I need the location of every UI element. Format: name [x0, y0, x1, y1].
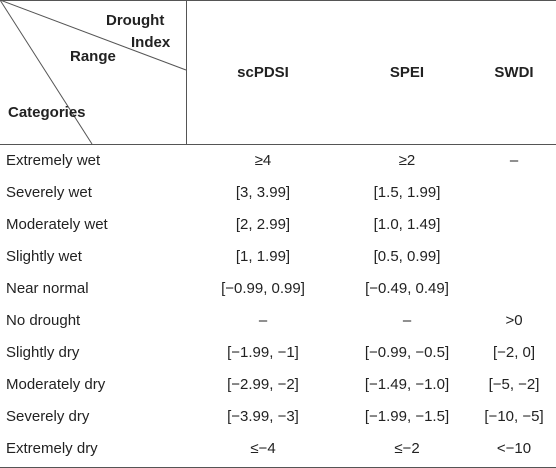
table-row: No drought – – >0	[0, 305, 556, 337]
table-row: Slightly dry [−1.99, −1] [−0.99, −0.5] […	[0, 337, 556, 369]
category-cell: Slightly dry	[6, 344, 80, 361]
category-cell: Severely wet	[6, 184, 92, 201]
scpdsi-cell: [−0.99, 0.99]	[221, 280, 305, 297]
swdi-cell: [−2, 0]	[492, 344, 536, 361]
category-cell: No drought	[6, 312, 81, 329]
spei-cell: [−0.49, 0.49]	[365, 280, 449, 297]
scpdsi-cell: ≤−4	[250, 440, 276, 457]
category-cell: Moderately wet	[6, 216, 108, 233]
table-top-rule	[0, 0, 556, 1]
category-cell: Severely dry	[6, 408, 90, 425]
header-diagonal-lines	[0, 0, 187, 145]
spei-cell: [−1.99, −1.5]	[364, 408, 450, 425]
category-cell: Extremely wet	[6, 152, 101, 169]
header-bottom-rule	[0, 144, 556, 145]
spei-cell: [0.5, 0.99]	[373, 248, 441, 265]
swdi-cell: [−5, −2]	[488, 376, 540, 393]
scpdsi-cell: [−3.99, −3]	[227, 408, 299, 425]
table-row: Slightly wet [1, 1.99] [0.5, 0.99]	[0, 241, 556, 273]
corner-label-index: Index	[131, 34, 171, 51]
corner-label-range: Range	[70, 48, 116, 65]
scpdsi-cell: [−2.99, −2]	[227, 376, 299, 393]
scpdsi-cell: ≥4	[254, 152, 272, 169]
scpdsi-cell: –	[258, 312, 268, 329]
column-header-swdi: SWDI	[494, 64, 534, 81]
spei-cell: [−0.99, −0.5]	[364, 344, 450, 361]
scpdsi-cell: [3, 3.99]	[235, 184, 291, 201]
swdi-cell: >0	[505, 312, 523, 329]
category-cell: Extremely dry	[6, 440, 98, 457]
table-row: Severely dry [−3.99, −3] [−1.99, −1.5] […	[0, 401, 556, 433]
header-column-divider	[186, 0, 187, 144]
table-row: Moderately wet [2, 2.99] [1.0, 1.49]	[0, 209, 556, 241]
spei-cell: [1.0, 1.49]	[373, 216, 441, 233]
table-row: Extremely dry ≤−4 ≤−2 <−10	[0, 433, 556, 465]
spei-cell: [−1.49, −1.0]	[364, 376, 450, 393]
corner-label-categories: Categories	[8, 104, 86, 121]
corner-label-drought: Drought	[106, 12, 165, 29]
spei-cell: ≤−2	[394, 440, 420, 457]
scpdsi-cell: [−1.99, −1]	[227, 344, 299, 361]
scpdsi-cell: [1, 1.99]	[235, 248, 291, 265]
category-cell: Near normal	[6, 280, 89, 297]
swdi-cell: <−10	[496, 440, 532, 457]
table-row: Severely wet [3, 3.99] [1.5, 1.99]	[0, 177, 556, 209]
swdi-cell: –	[509, 152, 519, 169]
spei-cell: ≥2	[398, 152, 416, 169]
category-cell: Slightly wet	[6, 248, 82, 265]
swdi-cell: [−10, −5]	[484, 408, 544, 425]
spei-cell: –	[402, 312, 412, 329]
table-row: Moderately dry [−2.99, −2] [−1.49, −1.0]…	[0, 369, 556, 401]
spei-cell: [1.5, 1.99]	[373, 184, 441, 201]
scpdsi-cell: [2, 2.99]	[235, 216, 291, 233]
swdi-cell	[474, 273, 554, 305]
swdi-cell	[474, 209, 554, 241]
category-cell: Moderately dry	[6, 376, 106, 393]
swdi-cell	[474, 241, 554, 273]
table-row: Near normal [−0.99, 0.99] [−0.49, 0.49]	[0, 273, 556, 305]
swdi-cell	[474, 177, 554, 209]
table-row: Extremely wet ≥4 ≥2 –	[0, 145, 556, 177]
column-header-scpdsi: scPDSI	[237, 64, 289, 81]
column-header-spei: SPEI	[389, 64, 425, 81]
